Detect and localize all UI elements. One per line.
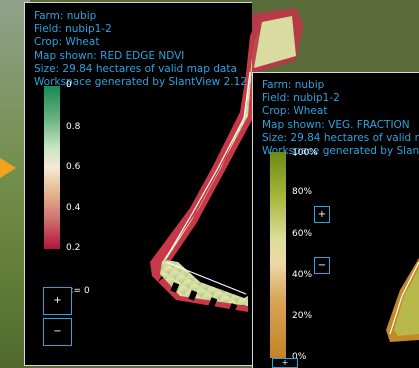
ndvi-zoom-out-button[interactable]: −: [43, 318, 72, 346]
vf-field-notch: [394, 344, 400, 353]
ndvi-tick-08: 0.8: [66, 122, 81, 132]
ndvi-tick-below: <= 0: [66, 286, 90, 296]
vf-tick-40: 40%: [292, 270, 313, 280]
vf-zoom-out-button[interactable]: −: [314, 257, 330, 274]
ndvi-field: Field: nubip1-2: [34, 23, 112, 36]
vf-tick-60: 60%: [292, 229, 313, 239]
vf-farm: Farm: nubip: [262, 79, 325, 91]
ndvi-size: Size: 29.84 hectares of valid map data: [34, 62, 237, 75]
ndvi-tick-1: 0: [66, 80, 72, 90]
vf-generated: Workspace generated by SlantVi: [262, 144, 419, 157]
plus-icon: +: [53, 295, 62, 306]
ndvi-zoom-in-button[interactable]: +: [43, 287, 72, 315]
vf-field-interior: [394, 268, 419, 336]
vf-size: Size: 29.84 hectares of valid map: [262, 131, 419, 144]
ndvi-field-edge: [150, 10, 296, 312]
vf-bottom-zoom-button[interactable]: +: [272, 358, 298, 368]
vf-tick-0: 0%: [292, 352, 307, 362]
ndvi-legend-colorbar: [44, 86, 60, 249]
ndvi-crop: Crop: Wheat: [34, 36, 100, 49]
vf-field-boundary: [389, 261, 419, 335]
vf-crop: Crop: Wheat: [262, 105, 328, 118]
vf-info-block: Farm: nubip Field: nubip1-2 Crop: Wheat …: [262, 79, 419, 158]
ndvi-farm: Farm: nubip: [34, 10, 97, 22]
vf-tick-20: 20%: [292, 311, 313, 321]
vf-tick-80: 80%: [292, 187, 313, 197]
ndvi-tick-06: 0.6: [66, 162, 81, 172]
ndvi-field-boundary-bottom: [165, 261, 247, 295]
ndvi-tick-02: 0.2: [66, 243, 81, 253]
arrow-right-icon: [0, 158, 16, 178]
ndvi-field-notches: [170, 282, 238, 314]
vf-map-shown: Map shown: VEG. FRACTION: [262, 118, 410, 131]
ndvi-field-boundary-left: [165, 71, 251, 259]
ndvi-field-top-interior: [254, 16, 296, 68]
plus-icon: +: [317, 208, 327, 220]
ndvi-map-shown: Map shown: RED EDGE NDVI: [34, 49, 185, 62]
ndvi-info-block: Farm: nubip Field: nubip1-2 Crop: Wheat …: [34, 10, 247, 89]
vf-field: Field: nubip1-2: [262, 92, 340, 105]
ndvi-tick-04: 0.4: [66, 203, 81, 213]
vf-tick-100: 100%: [292, 148, 318, 158]
minus-icon: −: [317, 259, 327, 271]
minus-icon: −: [53, 326, 62, 337]
vf-legend-colorbar: [270, 152, 286, 358]
plus-icon: +: [281, 358, 289, 367]
vf-zoom-in-button[interactable]: +: [314, 206, 330, 223]
ndvi-generated: Workspace generated by SlantView 2.12: [34, 75, 247, 88]
